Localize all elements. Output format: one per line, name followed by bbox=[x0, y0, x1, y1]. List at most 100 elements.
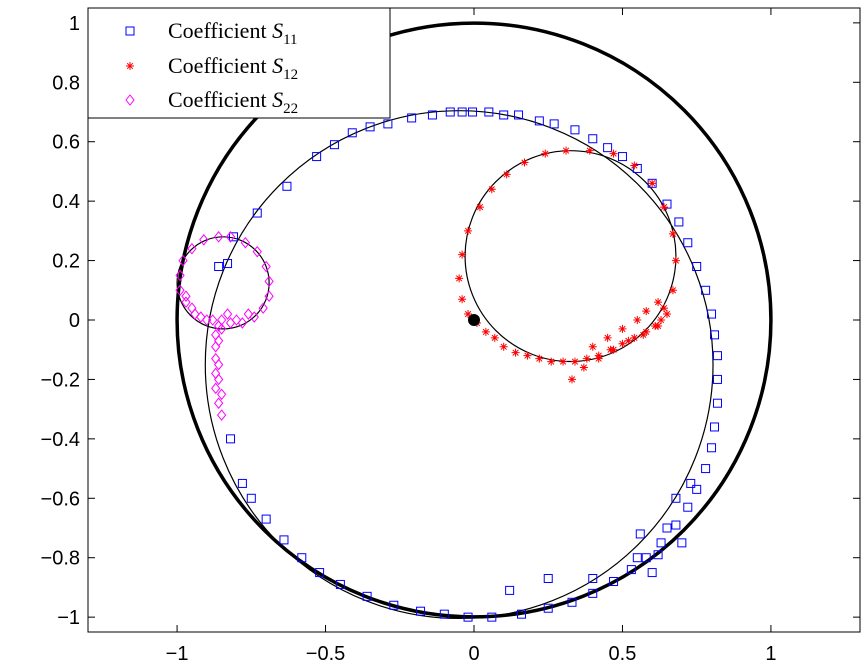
y-tick-label: 0.6 bbox=[52, 132, 80, 154]
data-point bbox=[671, 256, 680, 265]
data-point bbox=[594, 351, 603, 360]
data-point bbox=[208, 314, 218, 326]
data-point bbox=[499, 342, 508, 351]
y-tick-label: 0.8 bbox=[52, 72, 80, 94]
data-point bbox=[445, 107, 455, 117]
data-point bbox=[710, 330, 720, 340]
data-point bbox=[657, 316, 666, 324]
data-point bbox=[214, 334, 224, 347]
y-tick-label: −1 bbox=[57, 607, 80, 629]
data-point bbox=[559, 357, 568, 366]
data-point bbox=[635, 529, 645, 539]
data-point bbox=[707, 443, 717, 453]
data-point bbox=[481, 327, 490, 336]
data-point bbox=[668, 286, 677, 295]
data-point bbox=[237, 478, 247, 488]
data-point bbox=[707, 309, 717, 319]
data-point bbox=[216, 388, 227, 401]
data-point bbox=[668, 229, 677, 238]
data-point bbox=[662, 523, 672, 533]
data-point bbox=[347, 128, 357, 138]
data-point bbox=[683, 238, 693, 248]
data-point bbox=[214, 373, 224, 386]
data-point bbox=[618, 339, 627, 348]
data-point bbox=[603, 143, 613, 153]
y-tick-label: −0.6 bbox=[41, 488, 80, 510]
data-point bbox=[603, 333, 612, 342]
data-point bbox=[617, 152, 627, 162]
data-point bbox=[464, 310, 473, 319]
data-point bbox=[216, 314, 227, 326]
data-point bbox=[671, 493, 681, 503]
y-tick-label: 0.2 bbox=[52, 251, 80, 273]
data-point bbox=[547, 357, 556, 366]
data-point bbox=[543, 603, 553, 613]
data-point bbox=[175, 284, 185, 297]
legend-entry-s12: Coefficient S12 bbox=[168, 53, 298, 83]
data-point bbox=[671, 520, 681, 530]
legend-markers bbox=[125, 26, 135, 106]
y-tick-label: −0.8 bbox=[41, 548, 80, 570]
data-point bbox=[588, 342, 597, 351]
data-point bbox=[701, 285, 711, 295]
data-point bbox=[535, 354, 544, 363]
data-point bbox=[641, 553, 651, 563]
data-point bbox=[214, 262, 224, 272]
legend-marker bbox=[125, 26, 135, 36]
data-point bbox=[523, 351, 532, 360]
data-point bbox=[487, 185, 496, 194]
data-point bbox=[712, 398, 722, 408]
x-tick-label: 1 bbox=[765, 643, 776, 665]
data-point bbox=[216, 409, 227, 421]
legend: Coefficient S11 Coefficient S12 Coeffici… bbox=[87, 7, 391, 119]
data-point bbox=[567, 597, 577, 607]
data-point bbox=[175, 269, 185, 282]
data-point bbox=[261, 260, 271, 273]
data-point bbox=[562, 146, 571, 155]
data-point bbox=[214, 397, 224, 410]
x-tick-label: 0.5 bbox=[609, 643, 637, 665]
data-point bbox=[196, 311, 206, 323]
series-2 bbox=[455, 146, 680, 384]
data-point bbox=[181, 296, 191, 308]
unit-circle bbox=[175, 21, 773, 619]
data-point bbox=[514, 110, 524, 120]
data-point bbox=[654, 298, 663, 307]
data-point bbox=[279, 535, 289, 545]
legend-entry-s11: Coefficient S11 bbox=[168, 18, 298, 48]
x-tick-label: −1 bbox=[166, 643, 189, 665]
data-point bbox=[226, 434, 236, 444]
data-point bbox=[187, 302, 197, 314]
data-point bbox=[223, 259, 233, 269]
data-point bbox=[457, 107, 467, 117]
data-point bbox=[407, 113, 417, 123]
data-point bbox=[626, 565, 636, 575]
data-point bbox=[312, 152, 322, 162]
data-point bbox=[642, 327, 651, 336]
data-point bbox=[439, 609, 449, 619]
data-point bbox=[416, 606, 426, 616]
fit-circle bbox=[464, 150, 677, 363]
data-point bbox=[383, 119, 393, 129]
data-point bbox=[660, 304, 669, 313]
data-point bbox=[455, 274, 464, 283]
legend-box bbox=[87, 7, 391, 119]
data-point bbox=[570, 125, 580, 135]
y-tick-label: 0 bbox=[69, 310, 80, 332]
data-point bbox=[231, 314, 242, 326]
data-point bbox=[499, 110, 509, 120]
data-point bbox=[588, 134, 598, 144]
data-point bbox=[712, 351, 722, 361]
data-point bbox=[662, 199, 672, 209]
data-point bbox=[228, 232, 238, 242]
y-tick-label: 0.4 bbox=[52, 191, 80, 213]
data-point bbox=[579, 363, 588, 372]
data-point bbox=[511, 348, 520, 357]
data-point bbox=[252, 245, 262, 258]
data-point bbox=[505, 585, 515, 595]
data-point bbox=[588, 588, 598, 598]
data-point bbox=[651, 321, 660, 330]
data-point bbox=[710, 422, 720, 432]
data-point bbox=[490, 333, 499, 342]
data-point bbox=[252, 208, 262, 218]
